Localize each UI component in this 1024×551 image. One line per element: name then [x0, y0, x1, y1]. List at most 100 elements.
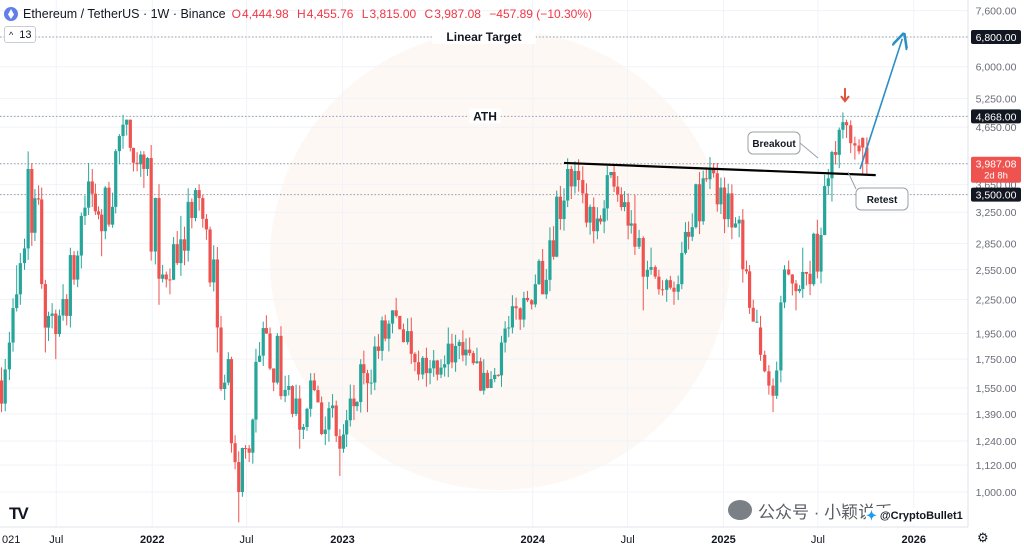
candle-body: [514, 306, 518, 309]
candle-body: [747, 271, 752, 308]
symbol-title[interactable]: Ethereum / TetherUS · 1W · Binance: [23, 7, 226, 21]
candle-body: [715, 173, 719, 205]
candle-body: [468, 349, 472, 354]
time-tick-label: Jul: [49, 534, 63, 546]
candle-body: [450, 343, 454, 363]
candle-body: [680, 252, 684, 285]
candle-body: [701, 178, 705, 222]
indicators-count: 13: [19, 28, 32, 41]
candle-body: [79, 215, 83, 256]
candle-body: [110, 206, 115, 225]
candle-body: [841, 122, 845, 130]
candle-body: [257, 355, 262, 362]
candle-body: [145, 158, 150, 169]
candle-body: [131, 147, 136, 163]
breakout-callout-box[interactable]: [747, 131, 801, 155]
candle-body: [826, 178, 830, 187]
candle-body: [251, 419, 255, 453]
breakout-callout-text: Breakout: [752, 139, 796, 150]
candle-body: [76, 255, 80, 280]
level-label-bg: [432, 29, 536, 44]
candle-body: [226, 359, 230, 383]
candle-body: [616, 186, 620, 195]
candle-body: [30, 168, 34, 233]
candle-body: [330, 405, 335, 409]
candle-body: [72, 255, 76, 280]
candle-body: [719, 187, 723, 205]
candle-body: [383, 320, 387, 339]
handle-text: @CryptoBullet1: [879, 510, 963, 522]
candle-body: [294, 398, 298, 414]
time-axis[interactable]: 021 Jul 2022 Jul 2023 2024 Jul 2025 Jul 2026: [2, 534, 926, 546]
candle-body: [649, 267, 653, 270]
candle-body: [558, 196, 562, 220]
candle-body: [672, 287, 676, 292]
watermark-text: 公众号 · 小颖说币: [758, 502, 893, 522]
candle-body: [309, 380, 313, 409]
candle-body: [275, 335, 279, 383]
candle-body: [482, 372, 486, 391]
projection-arrow[interactable]: [859, 39, 902, 170]
retest-callout-box[interactable]: [855, 187, 909, 211]
candle-body: [398, 315, 402, 330]
candle-body: [197, 190, 201, 199]
candle-body: [726, 193, 730, 220]
candle-body: [690, 227, 694, 237]
candle-body: [551, 240, 556, 257]
candle-body: [722, 187, 727, 220]
candle-body: [93, 193, 97, 212]
candle-body: [223, 382, 227, 390]
candle-body: [853, 143, 857, 146]
candle-body: [697, 184, 702, 222]
candle-body: [767, 371, 771, 386]
price-tick-label: 1,550.00: [976, 383, 1017, 395]
tradingview-logo[interactable]: TV: [9, 504, 29, 523]
wechat-watermark: 公众号 · 小颖说币: [728, 498, 892, 522]
candle-body: [11, 308, 15, 343]
candle-body: [865, 147, 869, 164]
candle-body: [637, 237, 641, 247]
candle-body: [605, 175, 609, 209]
candle-body: [182, 239, 187, 251]
candle-body: [240, 448, 244, 492]
candle-body: [50, 313, 54, 316]
candle-body: [537, 260, 541, 285]
candle-body: [657, 276, 661, 290]
candle-body: [804, 271, 809, 274]
current-price-tag[interactable]: [971, 156, 1021, 183]
candle-body: [823, 186, 827, 236]
low-value: 3,815.00: [369, 7, 417, 21]
price-tick-label: 6,800.00: [976, 32, 1017, 44]
candle-body: [833, 152, 838, 155]
candle-body: [819, 235, 823, 272]
indicators-toggle[interactable]: ^ 13: [4, 26, 37, 43]
trendline[interactable]: [563, 161, 876, 177]
candle-body: [837, 129, 841, 155]
candle-body: [496, 374, 500, 376]
candle-body: [362, 364, 366, 374]
candle-body: [629, 223, 633, 226]
candle-body: [569, 168, 573, 187]
price-level-tag[interactable]: [971, 30, 1021, 44]
price-axis[interactable]: 7,600.00 6,800.00 6,000.00 5,250.00 4,868.00…: [971, 6, 1021, 499]
candle-body: [857, 145, 861, 152]
candle-body: [168, 279, 172, 281]
candle-body: [359, 364, 363, 403]
candle-body: [602, 208, 606, 222]
candle-body: [15, 294, 19, 309]
candle-body: [208, 229, 212, 283]
price-level-tag[interactable]: [971, 187, 1021, 202]
candle-body: [518, 308, 522, 320]
candle-body: [272, 368, 276, 383]
candle-body: [301, 426, 305, 430]
candle-body: [471, 353, 475, 364]
candle-body: [365, 373, 370, 384]
price-level-tag[interactable]: [971, 109, 1021, 124]
candle-body: [157, 197, 161, 279]
candle-body: [369, 382, 373, 384]
gear-icon[interactable]: ⚙: [977, 530, 989, 545]
high-label: H: [297, 7, 306, 21]
candle-body: [645, 269, 650, 277]
candle-body: [327, 408, 331, 430]
